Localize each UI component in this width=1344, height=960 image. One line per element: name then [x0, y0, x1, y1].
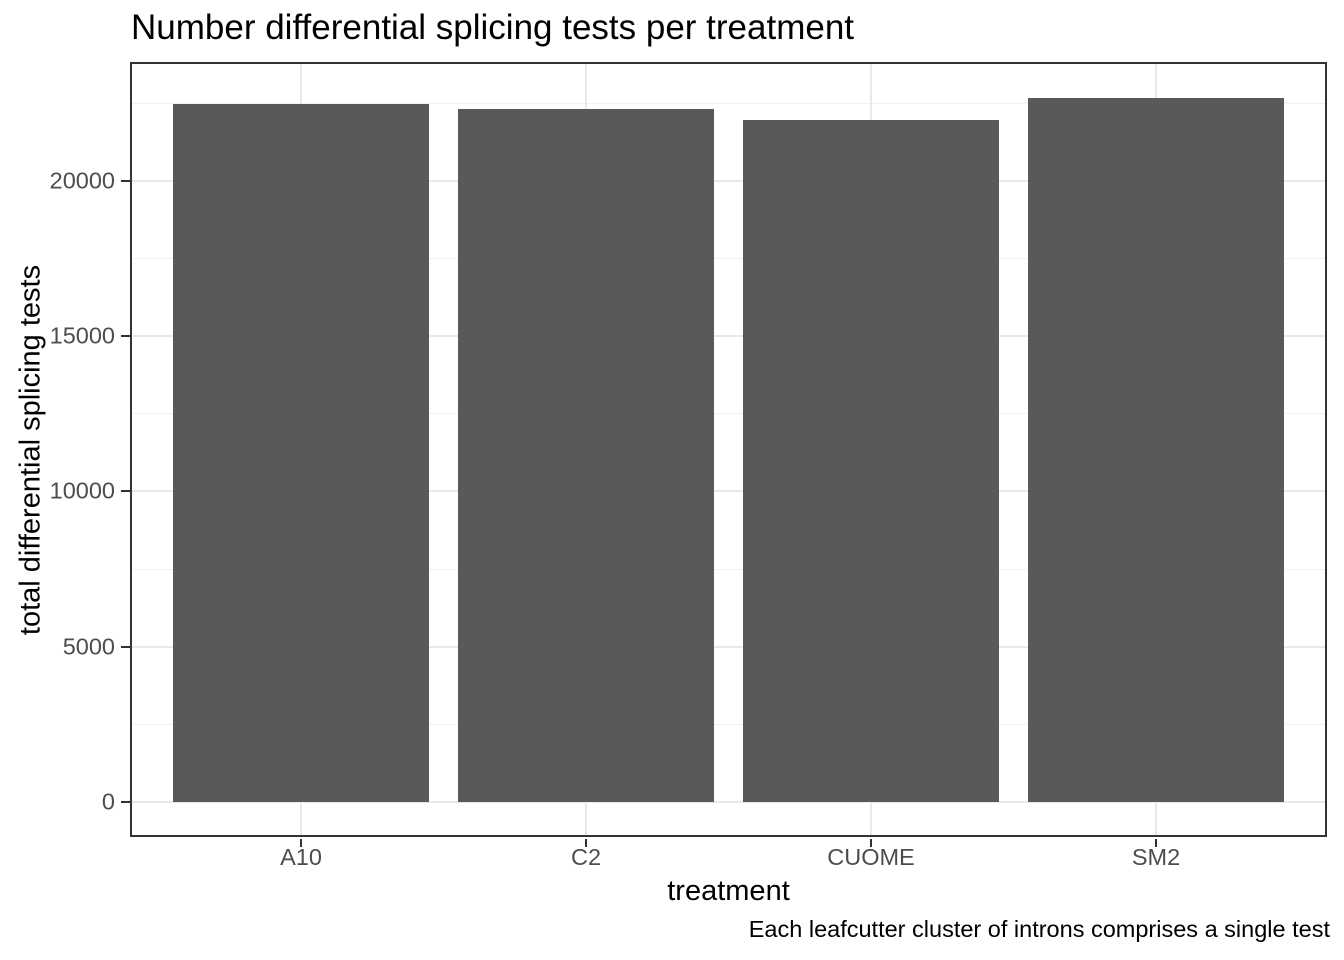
gridline-minor [130, 413, 1327, 415]
x-tick-label: CUOME [827, 844, 915, 870]
x-tick-mark [585, 839, 587, 847]
gridline-minor [130, 258, 1327, 260]
y-tick-mark [121, 800, 130, 803]
x-tick-mark [1155, 839, 1157, 847]
bar-cuome [742, 120, 1000, 802]
y-tick-mark [121, 490, 130, 493]
y-tick-mark [121, 335, 130, 338]
gridline-minor [130, 568, 1327, 570]
y-tick-label: 15000 [49, 322, 115, 349]
gridline-major [130, 645, 1327, 648]
bar-c2 [457, 109, 715, 802]
chart-title: Number differential splicing tests per t… [131, 8, 855, 47]
x-tick-mark [300, 839, 302, 847]
y-tick-label: 10000 [49, 477, 115, 504]
y-tick-mark [121, 645, 130, 648]
y-tick-label: 5000 [62, 633, 115, 660]
gridline-major [130, 490, 1327, 493]
chart-caption: Each leafcutter cluster of introns compr… [748, 916, 1330, 942]
gridline-major [130, 180, 1327, 183]
x-tick-mark [870, 839, 872, 847]
y-tick-label: 0 [101, 788, 115, 815]
gridline-major [130, 335, 1327, 338]
y-tick-mark [121, 180, 130, 183]
x-axis-title: treatment [667, 875, 790, 907]
plot-panel [130, 62, 1327, 837]
x-tick-label: A10 [280, 844, 322, 870]
bar-a10 [172, 104, 430, 802]
x-tick-label: C2 [570, 844, 602, 870]
x-tick-label: SM2 [1131, 844, 1181, 870]
gridline-minor [130, 102, 1327, 104]
y-axis-title: total differential splicing tests [14, 264, 47, 636]
gridline-minor [130, 723, 1327, 725]
bar-sm2 [1027, 97, 1285, 802]
gridline-major [130, 800, 1327, 803]
y-tick-label: 20000 [49, 167, 115, 194]
